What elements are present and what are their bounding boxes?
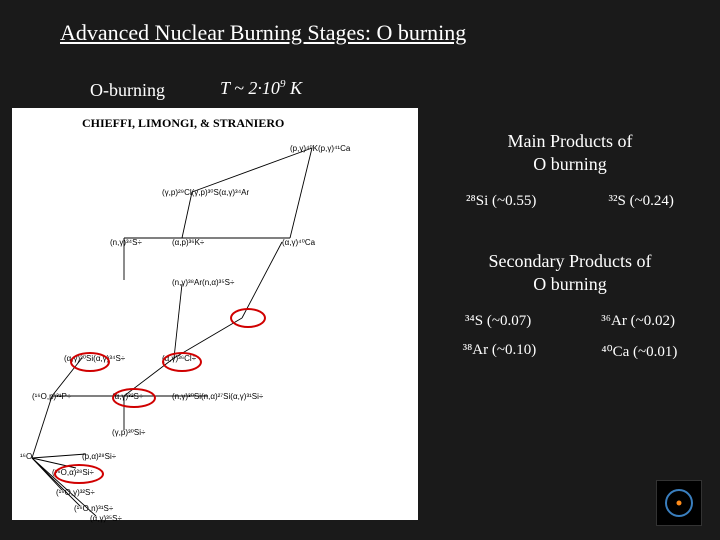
reaction-node: (γ,p)²⁹Cl(γ,p)³⁰S(α,γ)³⁴Ar (162, 188, 249, 197)
highlight-circle (162, 352, 202, 372)
reaction-node: (p,γ)⁴⁰K(p,γ)⁴¹Ca (290, 144, 350, 153)
page-title: Advanced Nuclear Burning Stages: O burni… (60, 20, 466, 46)
institute-logo (656, 480, 702, 526)
highlight-circle (54, 464, 104, 484)
isotope-entry: ³⁶Ar (~0.02) (601, 313, 675, 330)
attribution-label: CHIEFFI, LIMONGI, & STRANIERO (82, 116, 284, 131)
reaction-node: (n,γ)³⁰Si(n,α)²⁷Si(α,γ)³¹Si÷ (172, 392, 263, 401)
products-column: Main Products ofO burning ²⁸Si (~0.55) ³²… (430, 108, 710, 373)
section-subtitle: O-burning (90, 80, 165, 101)
reaction-node: (p,α)²⁸Si÷ (82, 452, 116, 461)
reaction-network-panel: CHIEFFI, LIMONGI, & STRANIERO (p,γ)⁴⁰K(p… (12, 108, 418, 520)
main-products-row: ²⁸Si (~0.55) ³²S (~0.24) (430, 193, 710, 210)
main-products-heading: Main Products ofO burning (430, 130, 710, 175)
isotope-entry: ³²S (~0.24) (608, 193, 673, 210)
highlight-circle (230, 308, 266, 328)
reaction-node: (¹⁶O,γ)³²S÷ (56, 488, 95, 497)
reaction-node: (γ,p)³⁰Si÷ (112, 428, 145, 437)
isotope-entry: ³⁴S (~0.07) (465, 313, 531, 330)
reaction-node: (n,γ)³⁴S÷ (110, 238, 142, 247)
isotope-entry: ³⁸Ar (~0.10) (463, 342, 537, 361)
reaction-node: (α,γ)⁴⁰Ca (282, 238, 315, 247)
reaction-node: (n,γ)³⁸Ar(n,α)³⁵S÷ (172, 278, 234, 287)
highlight-circle (112, 388, 156, 408)
secondary-products-row-1: ³⁴S (~0.07) ³⁶Ar (~0.02) (430, 313, 710, 330)
reaction-node: (¹⁶O,p)³¹P÷ (32, 392, 71, 401)
highlight-circle (70, 352, 110, 372)
isotope-entry: ⁴⁰Ca (~0.01) (601, 342, 677, 361)
secondary-products-heading: Secondary Products ofO burning (430, 250, 710, 295)
isotope-entry: ²⁸Si (~0.55) (466, 193, 536, 210)
network-lines (12, 108, 418, 520)
reaction-node: (α,γ)³⁵S÷ (90, 514, 122, 523)
secondary-products-row-2: ³⁸Ar (~0.10) ⁴⁰Ca (~0.01) (430, 342, 710, 361)
temperature-label: T ~ 2·109 K (220, 78, 302, 99)
reaction-node: ¹⁶O (20, 452, 32, 461)
reaction-node: (¹⁶O,n)³¹S÷ (74, 504, 113, 513)
reaction-node: (α,p)³⁶K÷ (172, 238, 204, 247)
orbit-icon (665, 489, 693, 517)
